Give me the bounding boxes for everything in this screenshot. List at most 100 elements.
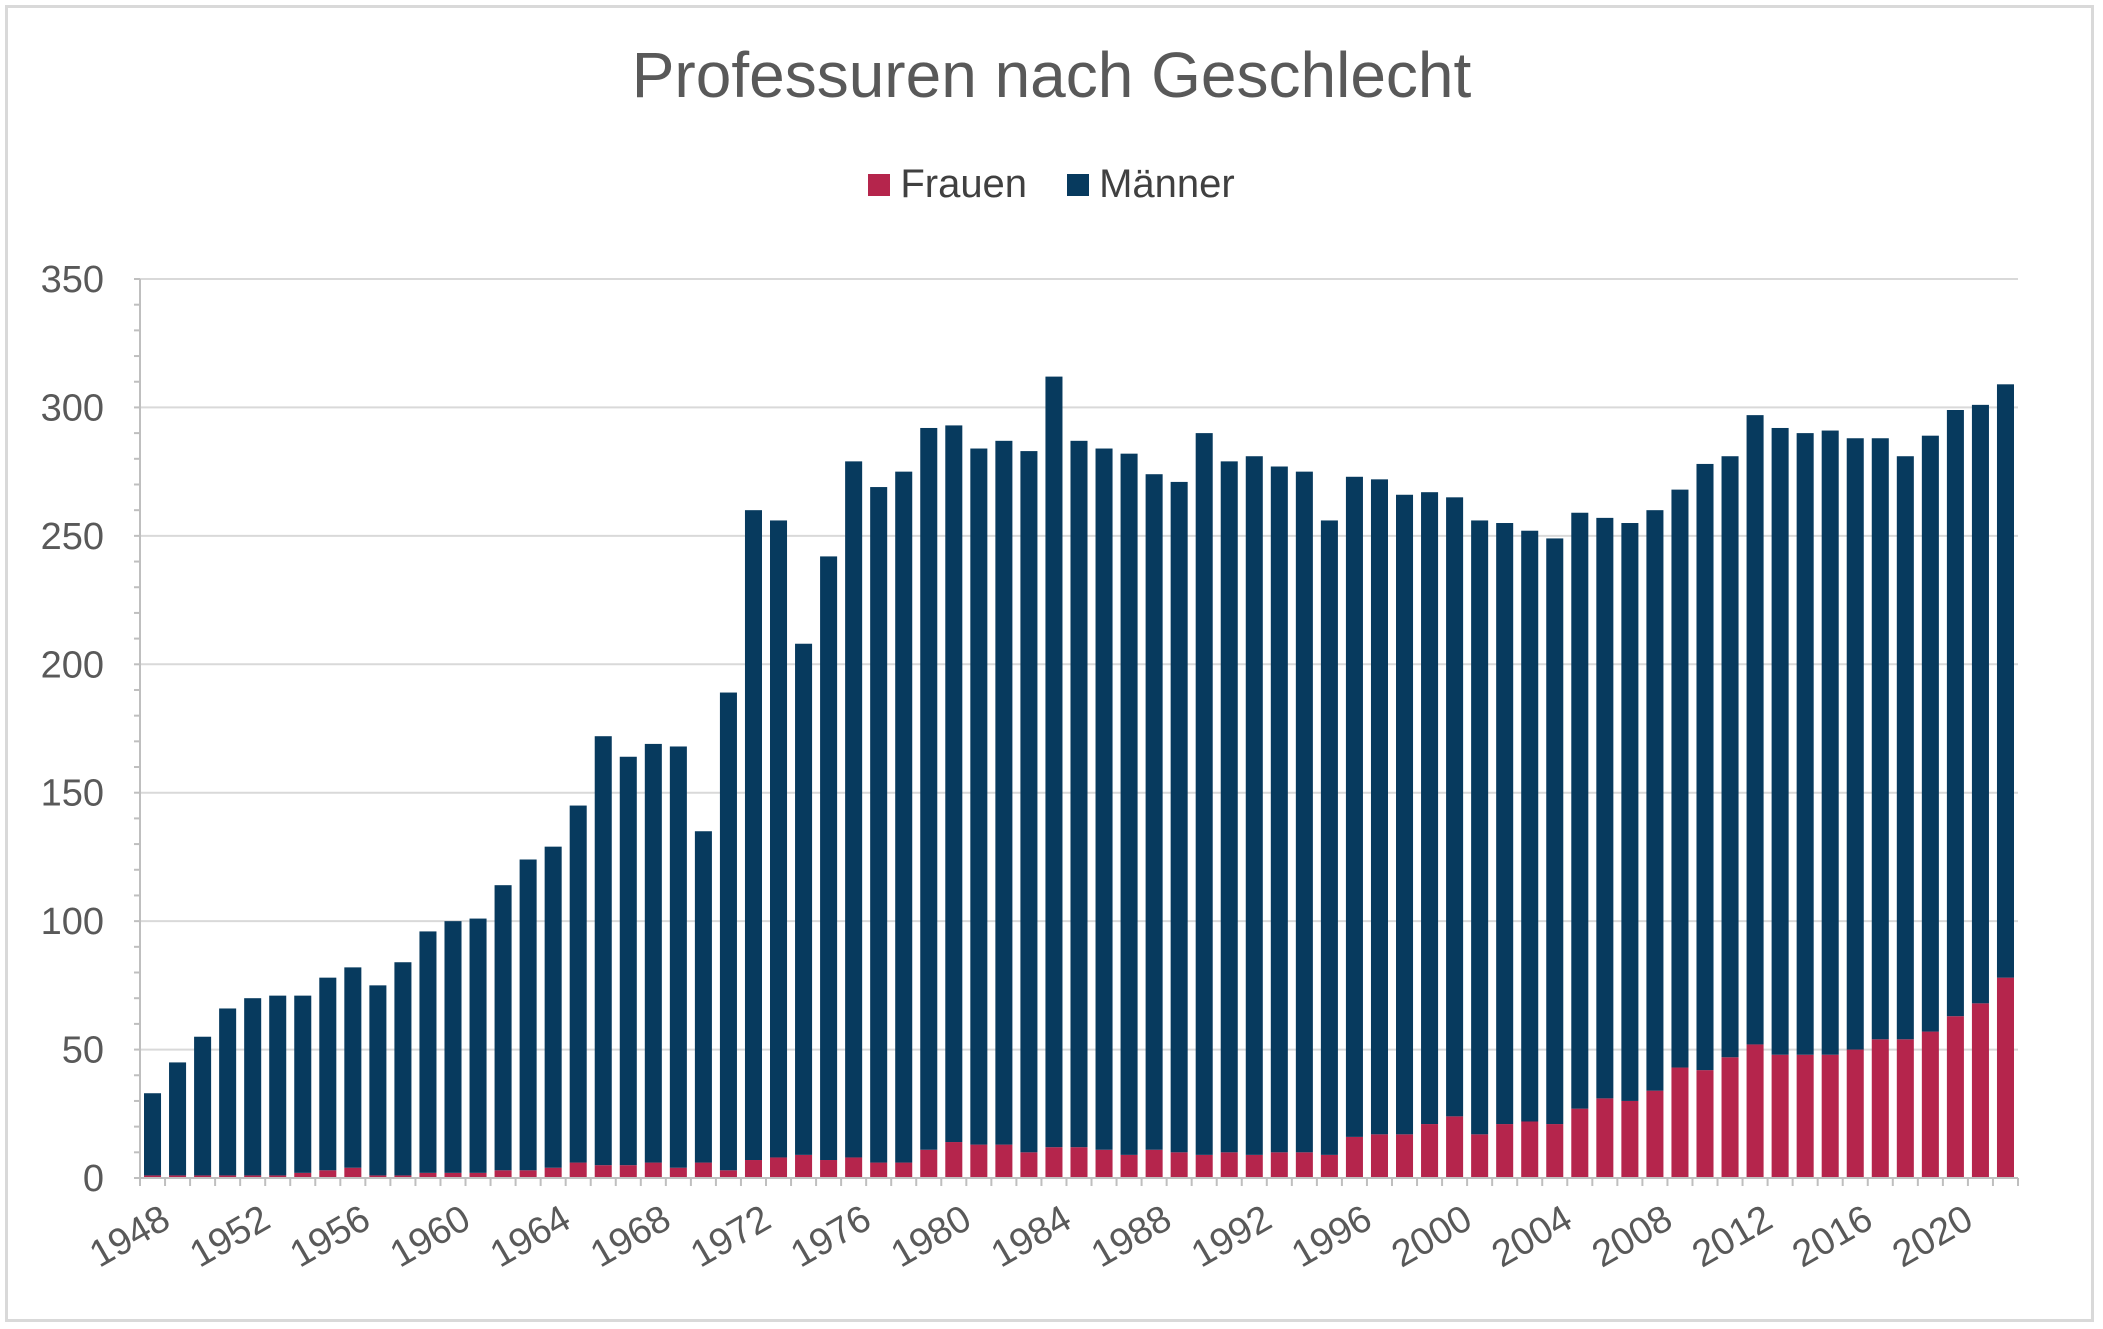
- bar-frauen-2012: [1746, 1044, 1764, 1178]
- bar-maenner-1974: [795, 643, 813, 1155]
- bar-frauen-1950: [194, 1175, 212, 1178]
- bar-frauen-1984: [1045, 1147, 1063, 1178]
- x-tick-label: 2000: [1385, 1197, 1479, 1276]
- bar-frauen-2021: [1971, 1003, 1989, 1178]
- bar-frauen-2016: [1846, 1049, 1864, 1178]
- x-tick-label: 1960: [383, 1197, 477, 1276]
- y-tick-label: 100: [41, 901, 104, 943]
- bar-maenner-1979: [920, 427, 938, 1150]
- bar-maenner-1957: [369, 985, 387, 1176]
- bar-maenner-1981: [970, 448, 988, 1145]
- bar-maenner-2008: [1646, 510, 1664, 1091]
- bar-maenner-2014: [1796, 433, 1814, 1055]
- bar-frauen-1999: [1421, 1124, 1439, 1178]
- legend-entry-maenner: Männer: [1067, 162, 1235, 207]
- bar-frauen-2004: [1546, 1124, 1564, 1178]
- bar-maenner-1963: [519, 859, 537, 1171]
- bar-frauen-1991: [1220, 1152, 1238, 1178]
- bar-maenner-1989: [1170, 481, 1188, 1153]
- bar-maenner-2009: [1671, 489, 1689, 1068]
- bar-maenner-1996: [1345, 476, 1363, 1137]
- bar-maenner-1960: [444, 921, 462, 1173]
- bar-frauen-1992: [1245, 1154, 1263, 1178]
- bar-frauen-1953: [269, 1175, 287, 1178]
- bar-frauen-1960: [444, 1172, 462, 1178]
- bar-maenner-2015: [1821, 430, 1839, 1055]
- bar-frauen-1979: [920, 1149, 938, 1178]
- bar-maenner-1992: [1245, 456, 1263, 1155]
- bar-frauen-2010: [1696, 1070, 1714, 1178]
- bar-frauen-1965: [569, 1162, 587, 1178]
- x-tick-label: 1964: [483, 1197, 577, 1276]
- bar-maenner-1970: [694, 831, 712, 1163]
- legend-label-frauen: Frauen: [900, 162, 1028, 206]
- bar-frauen-1980: [945, 1142, 963, 1178]
- x-tick-label: 2004: [1485, 1197, 1579, 1276]
- bar-frauen-1986: [1095, 1149, 1113, 1178]
- x-axis-ticks: 1948 1952 1956 1960 1964 1968 1972 1976 1980 1984…: [83, 1197, 1980, 1276]
- bar-maenner-2022: [1996, 384, 2014, 978]
- x-tick-label: 1956: [283, 1197, 377, 1276]
- y-tick-label: 200: [41, 644, 104, 686]
- x-tick-label: 1972: [684, 1197, 778, 1276]
- bar-frauen-1989: [1170, 1152, 1188, 1178]
- bar-frauen-1993: [1270, 1152, 1288, 1178]
- bar-frauen-2003: [1521, 1121, 1539, 1178]
- bar-maenner-2021: [1971, 404, 1989, 1004]
- bar-frauen-1994: [1295, 1152, 1313, 1178]
- chart-title: Professuren nach Geschlecht: [631, 39, 1472, 111]
- legend-swatch-maenner: [1067, 173, 1090, 196]
- bar-frauen-1977: [870, 1162, 888, 1178]
- bar-frauen-1963: [519, 1170, 537, 1178]
- x-tick-label: 2008: [1585, 1197, 1679, 1276]
- bar-frauen-2014: [1796, 1054, 1814, 1178]
- bar-frauen-2017: [1871, 1039, 1889, 1178]
- bar-maenner-1959: [419, 931, 437, 1173]
- bar-maenner-2020: [1946, 409, 1964, 1017]
- x-tick-label: 1980: [884, 1197, 978, 1276]
- bar-maenner-1965: [569, 805, 587, 1163]
- bar-frauen-1967: [619, 1165, 637, 1178]
- bar-maenner-1952: [244, 998, 262, 1176]
- bar-maenner-1962: [494, 885, 512, 1171]
- bar-frauen-1948: [144, 1175, 162, 1178]
- bar-frauen-1959: [419, 1172, 437, 1178]
- bar-maenner-2004: [1546, 538, 1564, 1125]
- y-tick-label: 50: [62, 1030, 104, 1072]
- x-tick-label: 1976: [784, 1197, 878, 1276]
- bar-frauen-2013: [1771, 1054, 1789, 1178]
- y-axis-ticks: 0 50 100 150 200 250 300 350: [41, 259, 104, 1200]
- bar-maenner-1994: [1295, 471, 1313, 1153]
- x-tick-label: 1984: [984, 1197, 1078, 1276]
- bar-maenner-1990: [1195, 433, 1213, 1155]
- y-tick-label: 0: [83, 1158, 104, 1200]
- bar-frauen-1978: [895, 1162, 913, 1178]
- bar-frauen-1949: [169, 1175, 187, 1178]
- y-tick-label: 300: [41, 387, 104, 429]
- bar-maenner-1973: [770, 520, 788, 1158]
- bar-frauen-1976: [845, 1157, 863, 1178]
- axes: [134, 278, 2019, 1186]
- bar-maenner-1995: [1320, 520, 1338, 1155]
- bar-frauen-2000: [1446, 1116, 1464, 1178]
- y-tick-label: 150: [41, 773, 104, 815]
- bar-maenner-2019: [1921, 435, 1939, 1032]
- bar-maenner-1984: [1045, 376, 1063, 1148]
- bar-maenner-2000: [1446, 497, 1464, 1117]
- bar-frauen-2002: [1496, 1124, 1514, 1178]
- bar-frauen-1997: [1370, 1134, 1388, 1178]
- bar-frauen-1956: [344, 1167, 362, 1178]
- bar-maenner-1967: [619, 756, 637, 1166]
- bar-maenner-2003: [1521, 530, 1539, 1122]
- bar-maenner-1954: [294, 995, 312, 1173]
- bar-frauen-1983: [1020, 1152, 1038, 1178]
- bar-frauen-1962: [494, 1170, 512, 1178]
- x-tick-label: 1996: [1285, 1197, 1379, 1276]
- bar-frauen-1961: [469, 1172, 487, 1178]
- x-tick-label: 2016: [1786, 1197, 1880, 1276]
- bar-frauen-1995: [1320, 1154, 1338, 1178]
- bar-maenner-2011: [1721, 456, 1739, 1058]
- bar-frauen-1972: [744, 1160, 762, 1178]
- x-tick-label: 2012: [1685, 1197, 1779, 1276]
